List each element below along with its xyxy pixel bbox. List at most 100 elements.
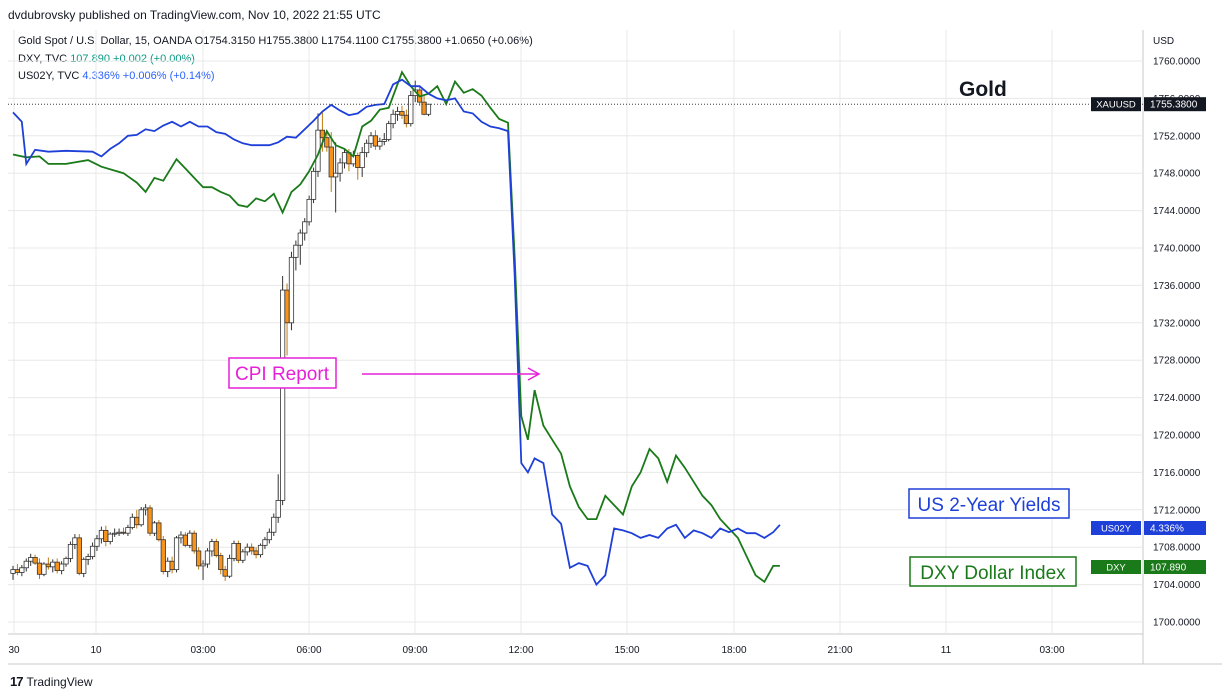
candle [271,516,277,533]
time-axis: 30 10 03:00 06:00 09:00 12:00 15:00 18:00 21:00 1… [8,645,1065,656]
cpi-annotation-label: CPI Report [235,364,330,385]
us2y-annotation-box [908,488,1070,519]
candle [310,170,317,200]
candle [377,141,383,147]
candle [333,172,339,178]
candle [10,569,16,574]
candle [394,111,401,115]
price-tick-label: 1708.0000 [1153,543,1201,554]
legend-us02y-change: +0.006% (+0.14%) [122,70,215,82]
candle [67,543,74,559]
candle [408,95,414,125]
legend-dxy[interactable]: DXY, TVC 107.890 +0.002 (+0.00%) [18,53,195,65]
time-tick-label: 03:00 [190,645,215,656]
candle [14,569,21,573]
time-tick-label: 30 [8,645,20,656]
us02y-tag-value: 4.336% [1150,524,1184,535]
tradingview-logo[interactable]: 17 TradingView [10,674,93,689]
price-tick-label: 1700.0000 [1153,618,1201,629]
candle [63,558,69,565]
dxy-tag-value: 107.890 [1150,563,1187,574]
time-tick-label: 15:00 [614,645,639,656]
candle [19,567,25,573]
grid [8,30,1143,634]
legend-gold[interactable]: Gold Spot / U.S. Dollar, 15, OANDA O1754… [18,35,533,47]
publisher-line: dvdubrovsky published on TradingView.com… [8,8,381,22]
candle [275,500,281,518]
candle [129,516,135,528]
candle [240,551,246,561]
candle [23,560,29,569]
candle [386,123,392,140]
candle [425,103,432,115]
candle [107,533,113,542]
legend-gold-symbol: Gold Spot / U.S. Dollar, 15, OANDA [18,35,192,47]
candle [284,289,290,324]
time-tick-label: 09:00 [402,645,427,656]
price-axis-background [1143,30,1222,664]
candle [72,537,78,545]
legend-dxy-value: 107.890 [70,53,110,65]
candle [147,507,153,534]
candle [368,135,374,144]
candle [196,550,202,567]
candle [359,152,365,168]
candle [112,532,118,535]
candle [363,142,370,154]
candle [138,509,144,526]
candle [319,129,326,139]
candle [372,135,379,147]
candle [178,534,184,539]
candle [257,544,264,556]
time-tick-label: 06:00 [296,645,321,656]
legend-dxy-symbol: DXY, TVC [18,53,68,65]
price-tick-label: 1740.0000 [1153,244,1201,255]
overlay-series [8,70,1143,587]
dxy-tag-label-box [1091,560,1141,574]
candles [10,80,432,581]
candle [169,560,175,571]
candle [337,162,343,174]
candle [306,198,312,223]
candle [249,546,255,552]
time-tick-label: 18:00 [721,645,746,656]
legend-gold-change: +1.0650 (+0.06%) [444,35,533,47]
candle [204,550,211,565]
candle [341,152,348,164]
legend-us02y[interactable]: US02Y, TVC 4.336% +0.006% (+0.14%) [18,70,215,82]
candle [324,137,330,148]
us02y-line [12,78,781,587]
time-tick-label: 10 [90,645,102,656]
us02y-tag-label: US02Y [1101,524,1132,535]
candle [165,560,171,572]
candle [187,532,193,546]
price-tick-label: 1716.0000 [1153,468,1201,479]
price-tick-label: 1732.0000 [1153,318,1201,329]
candle [120,531,127,534]
currency-label: USD [1153,36,1174,47]
time-tick-label: 03:00 [1039,645,1064,656]
candle [103,529,109,542]
price-tick-label: 1748.0000 [1153,169,1201,180]
dxy-tag-value-box [1144,560,1206,574]
cpi-annotation-box [228,357,337,389]
dxy-tag: DXY 107.890 [1091,560,1206,574]
xauusd-tag-value: 1755.3800 [1150,100,1198,111]
candle [59,563,65,571]
candle [50,561,56,568]
legend-dxy-change: +0.002 (+0.00%) [113,53,195,65]
candle [235,543,242,561]
time-tick-label: 11 [941,645,952,656]
dxy-line [12,70,780,584]
candle [222,569,228,577]
candle [399,111,405,116]
candle [134,516,140,526]
candle [94,538,100,547]
candle [297,232,303,246]
candle [182,534,188,546]
gold-annotation-label: Gold [959,78,1007,101]
candle [244,546,250,553]
candle [293,244,299,258]
candle [209,541,215,552]
